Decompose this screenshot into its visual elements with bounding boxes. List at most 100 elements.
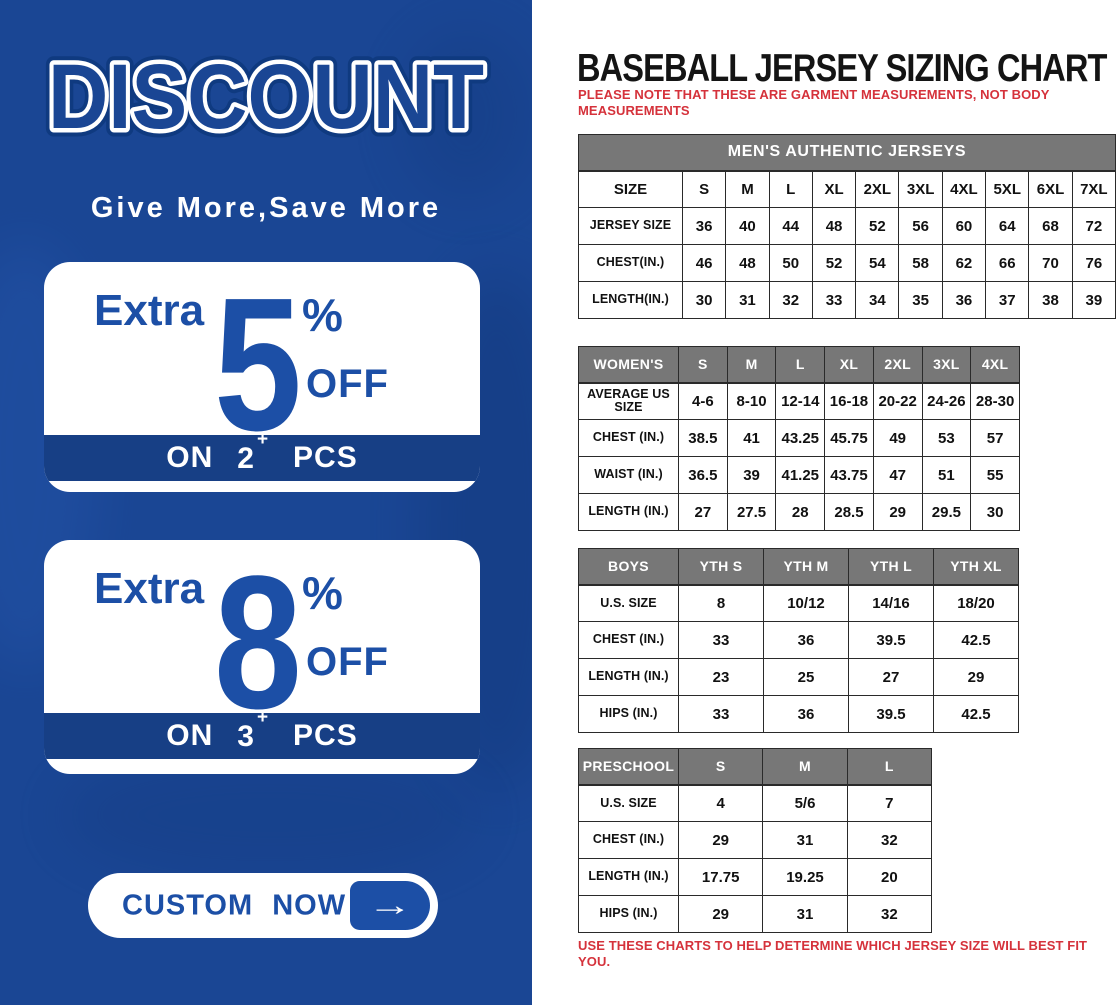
table-row: AVERAGE US SIZE 4-6 8-10 12-14 16-18 20-22 24-…: [578, 382, 1020, 420]
custom-now-button[interactable]: CUSTOM NOW →: [88, 873, 438, 938]
value-cell: 56: [898, 207, 943, 245]
value-cell: 14/16: [848, 584, 934, 622]
value-cell: 54: [855, 244, 900, 282]
value-cell: 72: [1071, 207, 1116, 245]
size-table: MEN'S AUTHENTIC JERSEYS SIZE S M L XL 2XL 3XL 4X…: [578, 134, 1116, 319]
value-cell: 48: [725, 244, 770, 282]
table-row: U.S. SIZE 8 10/12 14/16 18/20: [578, 584, 1019, 622]
value-cell: 60: [941, 207, 987, 245]
value-cell: 7: [846, 784, 933, 822]
value-cell: 18/20: [933, 584, 1019, 622]
table-header-cell: S: [677, 748, 764, 786]
value-cell: 33: [678, 695, 764, 733]
value-cell: 12-14: [775, 382, 826, 420]
table-header-cell: M: [726, 346, 777, 384]
table-header-cell: YTH XL: [933, 548, 1019, 586]
value-cell: 48: [811, 207, 857, 245]
offer-card-5-percent: Extra 5 % OFF ON 2+ PCS: [44, 262, 480, 492]
value-cell: 41: [726, 419, 777, 457]
table-header-cell: XL: [824, 346, 874, 384]
table-header-cell: M: [725, 170, 770, 208]
row-label-cell: HIPS (IN.): [578, 895, 679, 933]
table-header-cell: 2XL: [855, 170, 900, 208]
table-row: LENGTH (IN.) 23 25 27 29: [578, 658, 1019, 696]
value-cell: 36.5: [678, 456, 728, 494]
value-cell: 39.5: [848, 621, 934, 659]
value-cell: 57: [970, 419, 1020, 457]
value-cell: 31: [762, 895, 848, 933]
value-cell: 8: [678, 584, 764, 622]
row-label-cell: CHEST (IN.): [578, 419, 679, 457]
table-header-cell: PRESCHOOL: [578, 748, 679, 786]
row-label-cell: HIPS (IN.): [578, 695, 679, 733]
value-cell: 20: [846, 858, 933, 896]
table-banner: MEN'S AUTHENTIC JERSEYS: [578, 134, 1116, 172]
value-cell: 43.75: [824, 456, 874, 494]
pcs-label: PCS: [293, 441, 358, 474]
row-label-cell: AVERAGE US SIZE: [578, 382, 679, 420]
value-cell: 38.5: [678, 419, 728, 457]
table-row: CHEST(IN.) 46 48 50 52 54 58 62 66 70 76: [578, 244, 1116, 282]
percent-value: 5: [214, 262, 302, 471]
value-cell: 29: [677, 895, 764, 933]
value-cell: 58: [898, 244, 943, 282]
table-header-cell: 4XL: [941, 170, 987, 208]
size-table: PRESCHOOL S M L U.S. SIZE 4 5/6 7 CHEST (IN.) 29 3…: [578, 748, 933, 933]
table-row: HIPS (IN.) 29 31 32: [578, 895, 933, 933]
value-cell: 51: [921, 456, 972, 494]
table-header-cell: 2XL: [872, 346, 923, 384]
row-label-cell: CHEST(IN.): [578, 244, 683, 282]
offer-card-8-percent: Extra 8 % OFF ON 3+ PCS: [44, 540, 480, 774]
value-cell: 39: [726, 456, 777, 494]
value-cell: 31: [725, 281, 770, 319]
table-row: CHEST (IN.) 33 36 39.5 42.5: [578, 621, 1019, 659]
off-label: OFF: [306, 640, 389, 684]
value-cell: 16-18: [824, 382, 874, 420]
table-row: U.S. SIZE 4 5/6 7: [578, 784, 933, 822]
value-cell: 34: [855, 281, 900, 319]
value-cell: 10/12: [763, 584, 849, 622]
value-cell: 24-26: [921, 382, 972, 420]
value-cell: 29.5: [921, 493, 972, 531]
svg-text:DISCOUNT: DISCOUNT: [48, 46, 484, 148]
table-header-cell: M: [762, 748, 848, 786]
value-cell: 44: [768, 207, 813, 245]
table-row: HIPS (IN.) 33 36 39.5 42.5: [578, 695, 1019, 733]
percent-sign: %: [302, 289, 343, 341]
table-header-cell: 4XL: [970, 346, 1020, 384]
value-cell: 43.25: [775, 419, 826, 457]
value-cell: 42.5: [933, 695, 1019, 733]
discount-panel: DISCOUNT DISCOUNT Give More,Save More Ex…: [0, 0, 532, 1005]
row-label-cell: U.S. SIZE: [578, 784, 679, 822]
offer-quantity-band: ON 3+ PCS: [44, 707, 480, 759]
table-row: JERSEY SIZE 36 40 44 48 52 56 60 64 68 72: [578, 207, 1116, 245]
value-cell: 5/6: [762, 784, 848, 822]
size-table-womens: WOMEN'S S M L XL 2XL 3XL 4XL AVERAGE US SIZE 4-6 8…: [578, 346, 1020, 531]
value-cell: 62: [941, 244, 987, 282]
fit-note: USE THESE CHARTS TO HELP DETERMINE WHICH…: [578, 938, 1088, 969]
value-cell: 29: [872, 493, 923, 531]
percent-value: 8: [214, 540, 302, 749]
table-header-cell: WOMEN'S: [578, 346, 679, 384]
table-header-cell: 7XL: [1071, 170, 1116, 208]
background-texture: [402, 30, 532, 200]
size-table-mens: MEN'S AUTHENTIC JERSEYS SIZE S M L XL 2XL 3XL 4X…: [578, 134, 1116, 319]
value-cell: 19.25: [762, 858, 848, 896]
value-cell: 28.5: [824, 493, 874, 531]
pcs-label: PCS: [293, 719, 358, 752]
value-cell: 53: [921, 419, 972, 457]
value-cell: 29: [677, 821, 764, 859]
value-cell: 23: [678, 658, 764, 696]
value-cell: 27: [678, 493, 728, 531]
value-cell: 4-6: [678, 382, 728, 420]
table-header-cell: YTH M: [763, 548, 849, 586]
row-label-cell: WAIST (IN.): [578, 456, 679, 494]
extra-label: Extra: [94, 564, 205, 613]
row-label-cell: LENGTH (IN.): [578, 858, 679, 896]
table-header-cell: XL: [811, 170, 857, 208]
size-table: BOYS YTH S YTH M YTH L YTH XL U.S. SIZE 8 10/12…: [578, 548, 1019, 733]
value-cell: 37: [985, 281, 1030, 319]
on-label: ON: [166, 719, 214, 752]
plus-sign: +: [256, 428, 270, 450]
